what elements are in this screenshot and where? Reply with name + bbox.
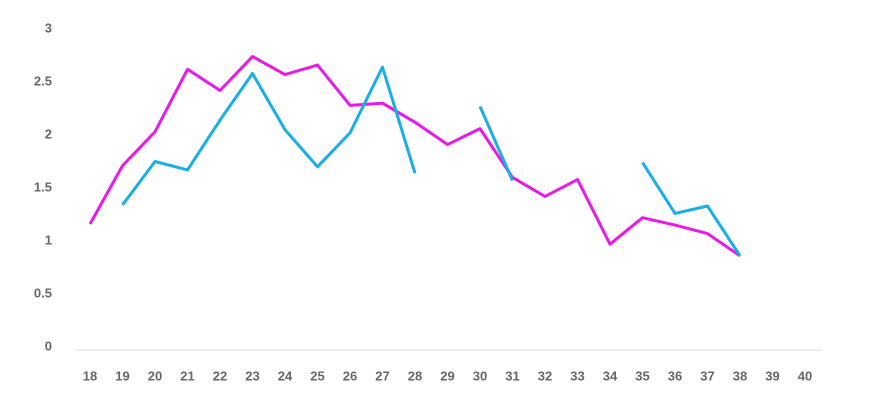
x-tick-label: 28 bbox=[408, 368, 422, 383]
x-tick-label: 23 bbox=[245, 368, 259, 383]
x-tick-label: 40 bbox=[798, 368, 812, 383]
x-tick-label: 37 bbox=[700, 368, 714, 383]
x-tick-label: 34 bbox=[603, 368, 618, 383]
x-tick-label: 33 bbox=[570, 368, 584, 383]
x-tick-label: 18 bbox=[83, 368, 97, 383]
x-tick-label: 39 bbox=[765, 368, 779, 383]
y-tick-label: 0.5 bbox=[34, 285, 52, 300]
x-tick-label: 22 bbox=[213, 368, 227, 383]
x-tick-label: 29 bbox=[440, 368, 454, 383]
x-tick-label: 32 bbox=[538, 368, 552, 383]
series-line bbox=[121, 65, 742, 257]
x-tick-label: 25 bbox=[310, 368, 324, 383]
x-tick-label: 38 bbox=[733, 368, 747, 383]
x-tick-label: 27 bbox=[375, 368, 389, 383]
x-tick-label: 35 bbox=[635, 368, 649, 383]
x-tick-label: 21 bbox=[180, 368, 194, 383]
x-tick-label: 30 bbox=[473, 368, 487, 383]
x-tick-label: 19 bbox=[115, 368, 129, 383]
y-tick-label: 2 bbox=[45, 126, 52, 141]
series-line bbox=[88, 55, 741, 258]
x-tick-label: 36 bbox=[668, 368, 682, 383]
y-tick-label: 0 bbox=[45, 338, 52, 353]
x-tick-label: 26 bbox=[343, 368, 357, 383]
y-tick-label: 2.5 bbox=[34, 73, 52, 88]
y-tick-label: 3 bbox=[45, 20, 52, 35]
x-tick-label: 20 bbox=[148, 368, 162, 383]
y-tick-label: 1 bbox=[45, 232, 52, 247]
x-tick-label: 31 bbox=[505, 368, 519, 383]
x-tick-label: 24 bbox=[278, 368, 293, 383]
y-tick-label: 1.5 bbox=[34, 179, 52, 194]
